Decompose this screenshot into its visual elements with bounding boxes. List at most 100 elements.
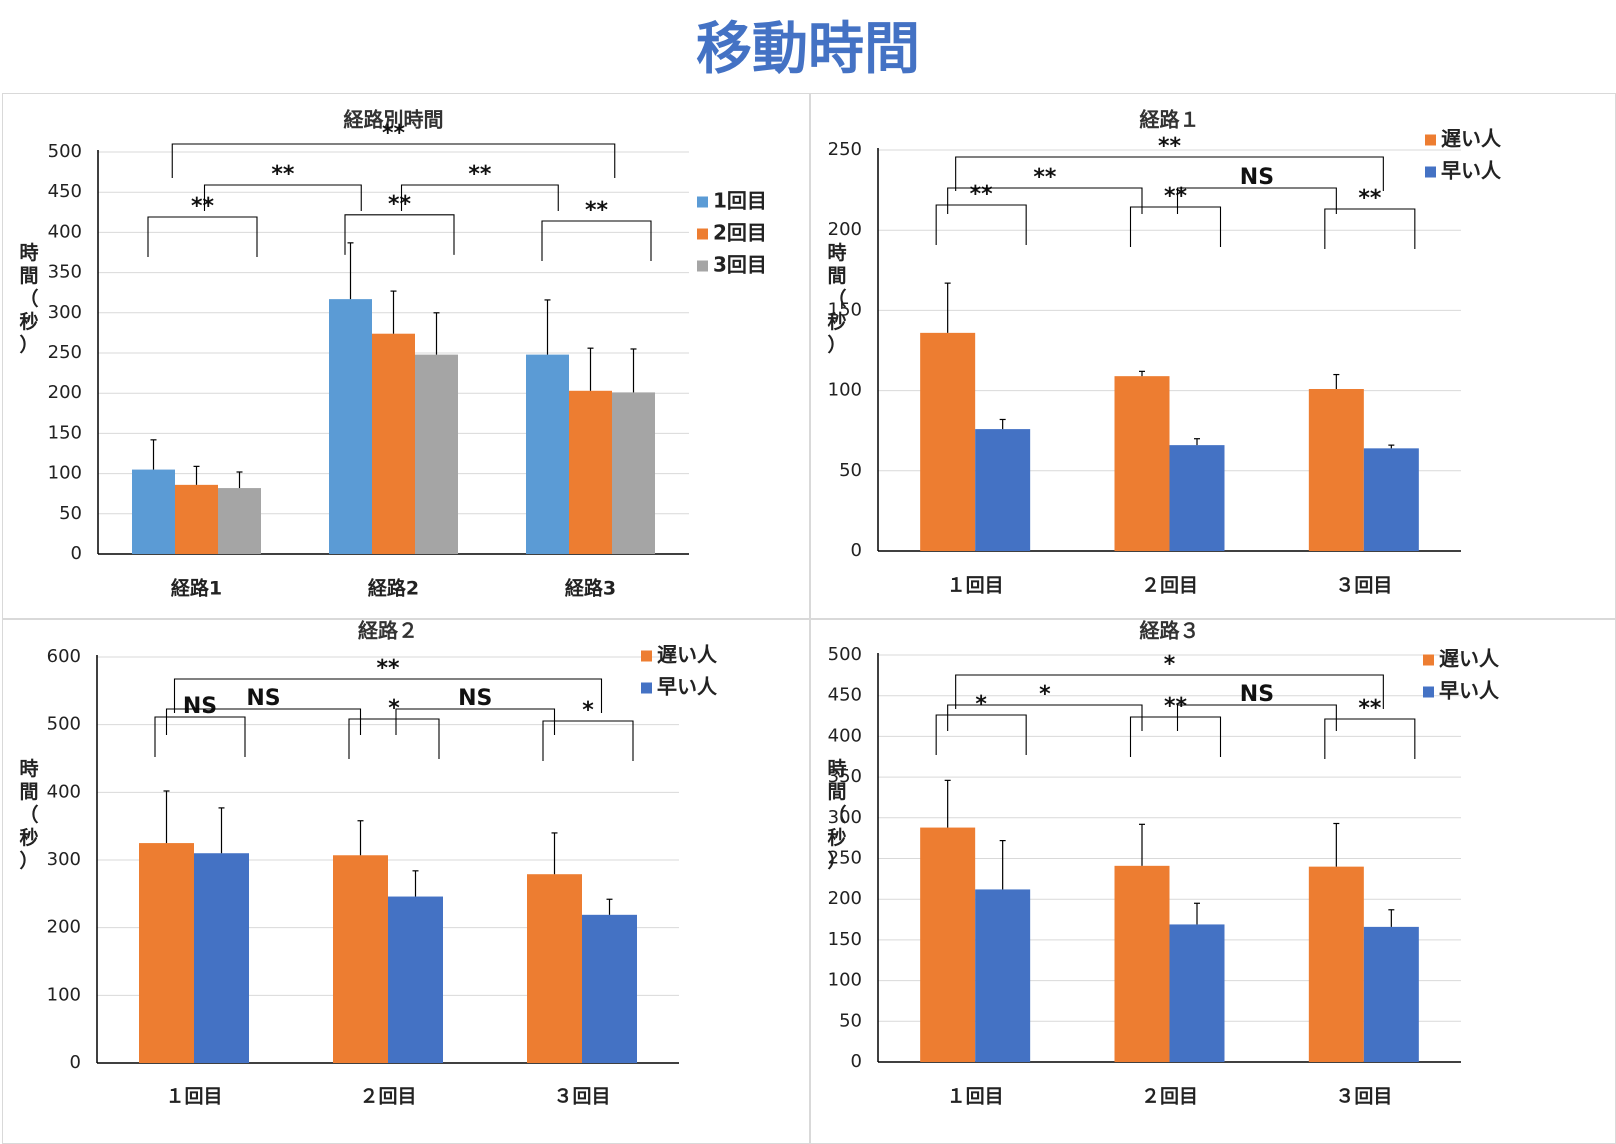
bar xyxy=(1114,376,1170,551)
y-tick-label: 450 xyxy=(48,181,82,202)
significance-bracket xyxy=(400,184,559,211)
chart-title: 経路３ xyxy=(1140,620,1200,643)
y-tick-label: 350 xyxy=(48,262,82,283)
chart-route2: 経路２ 0 100 200 300 400 500 600 時間（秒） １回目 ２回目 ３回目 遅い人早… xyxy=(19,620,718,1108)
y-tick-label: 100 xyxy=(828,970,862,991)
category-label: 経路1 xyxy=(171,577,222,600)
y-tick-label: 400 xyxy=(828,725,862,746)
category-label: 経路3 xyxy=(565,577,616,600)
y-tick-label: 400 xyxy=(48,221,82,242)
y-tick-label: 300 xyxy=(47,849,81,870)
category-label: ３回目 xyxy=(1335,1086,1392,1108)
significance-label: NS xyxy=(458,686,492,711)
significance-label: ** xyxy=(1033,165,1057,190)
chart-title: 経路別時間 xyxy=(344,108,444,132)
y-axis-label: 時間（秒） xyxy=(827,242,846,356)
y-tick-label: 500 xyxy=(47,714,81,735)
chart-panel-route3: 経路３ 0 50 100 150 200 250 300 350 400 450 500 時間（秒） １回… xyxy=(810,619,1616,1144)
page-title: 移動時間 xyxy=(696,17,920,82)
significance-label: * xyxy=(1039,682,1051,707)
chart-title: 経路１ xyxy=(1140,108,1200,132)
y-tick-label: 150 xyxy=(48,422,82,443)
bar xyxy=(920,332,976,551)
significance-bracket xyxy=(203,184,362,211)
y-tick-label: 50 xyxy=(59,503,82,524)
bar xyxy=(175,484,218,554)
significance-label: ** xyxy=(388,192,412,217)
legend-swatch xyxy=(641,650,652,662)
y-tick-label: 200 xyxy=(828,219,862,240)
significance-label: * xyxy=(1164,652,1176,677)
significance-label: ** xyxy=(585,198,609,223)
significance-bracket xyxy=(344,214,455,255)
y-tick-label: 250 xyxy=(828,139,862,160)
significance-label: ** xyxy=(1358,696,1382,721)
legend-label: 早い人 xyxy=(1441,159,1502,183)
y-tick-label: 100 xyxy=(48,463,82,484)
category-label: １回目 xyxy=(947,1086,1004,1108)
legend-swatch xyxy=(641,682,652,694)
bar xyxy=(582,914,637,1063)
legend-label: 1回目 xyxy=(713,189,767,213)
significance-label: ** xyxy=(1358,186,1382,211)
chart-title: 経路２ xyxy=(358,620,418,643)
significance-bracket xyxy=(165,708,362,735)
significance-bracket xyxy=(955,156,1384,191)
bar xyxy=(218,488,261,554)
legend-swatch xyxy=(1425,166,1436,178)
y-axis-label: 時間（秒） xyxy=(19,758,38,872)
significance-bracket xyxy=(147,216,258,257)
y-tick-label: 100 xyxy=(47,984,81,1005)
y-tick-label: 200 xyxy=(48,382,82,403)
bar xyxy=(388,896,443,1063)
y-tick-label: 250 xyxy=(48,342,82,363)
legend-label: 遅い人 xyxy=(1441,127,1502,151)
chart-route3: 経路３ 0 50 100 150 200 250 300 350 400 450 500 時間（秒） １回… xyxy=(827,620,1500,1108)
bar xyxy=(415,354,458,554)
bar xyxy=(569,390,612,554)
bar xyxy=(975,889,1031,1062)
y-tick-label: 50 xyxy=(839,1010,862,1031)
bar xyxy=(1308,866,1364,1062)
y-tick-label: 250 xyxy=(828,848,862,869)
bar xyxy=(372,333,415,554)
legend-label: 3回目 xyxy=(713,253,767,277)
chart-route-time: 経路別時間 0 50 100 150 200 250 300 350 400 450 500 時間（秒）… xyxy=(19,108,767,600)
bar xyxy=(1308,388,1364,551)
significance-bracket xyxy=(947,187,1143,214)
significance-label: NS xyxy=(183,694,217,719)
chart-panel-route1: 経路１ 0 50 100 150 200 250 時間（秒） １回目 ２回目 ３回目 遅い人 早い人 **… xyxy=(810,93,1616,619)
legend-swatch xyxy=(697,196,708,208)
significance-label: ** xyxy=(271,162,295,187)
legend-label: 遅い人 xyxy=(1439,647,1500,671)
significance-bracket xyxy=(171,143,616,178)
legend-label: 遅い人 xyxy=(657,643,718,667)
y-tick-label: 200 xyxy=(828,888,862,909)
category-label: １回目 xyxy=(165,1086,222,1108)
significance-bracket xyxy=(154,716,246,757)
bar xyxy=(1169,924,1225,1062)
y-tick-label: 150 xyxy=(828,299,862,320)
y-axis-label: 時間（秒） xyxy=(827,758,846,872)
bar xyxy=(1363,926,1419,1062)
significance-bracket xyxy=(935,204,1027,245)
legend-label: 2回目 xyxy=(713,221,767,245)
y-tick-label: 150 xyxy=(828,929,862,950)
significance-bracket xyxy=(541,220,652,261)
bar xyxy=(612,392,655,554)
significance-label: * xyxy=(388,696,400,721)
bar xyxy=(975,429,1031,551)
y-tick-label: 300 xyxy=(48,302,82,323)
significance-label: ** xyxy=(1158,134,1182,159)
y-tick-label: 100 xyxy=(828,380,862,401)
y-tick-label: 0 xyxy=(71,543,82,564)
significance-label: ** xyxy=(970,182,994,207)
legend-swatch xyxy=(1425,134,1436,146)
bar xyxy=(194,853,249,1063)
legend-label: 早い人 xyxy=(1439,679,1500,703)
significance-bracket xyxy=(1129,206,1222,247)
significance-bracket xyxy=(173,678,603,713)
significance-label: ** xyxy=(1164,184,1188,209)
bar xyxy=(1363,448,1419,551)
significance-label: ** xyxy=(382,121,406,146)
